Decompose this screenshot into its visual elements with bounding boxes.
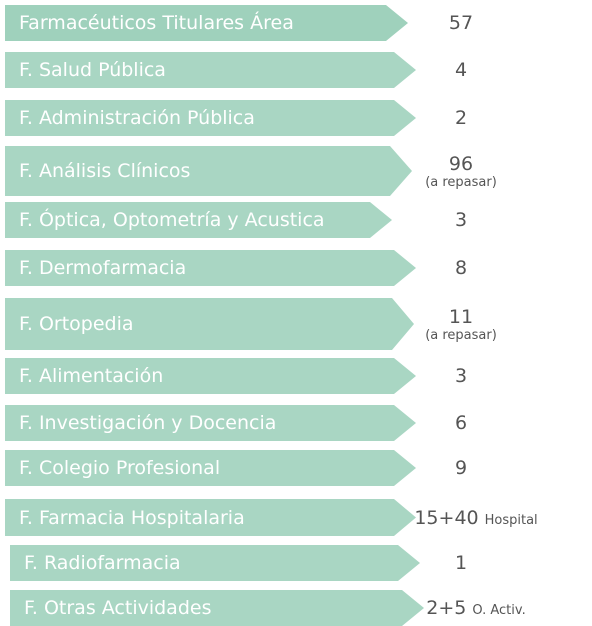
item-note: (a repasar) xyxy=(425,174,497,190)
item-value-box: 1 xyxy=(405,545,517,581)
item-value-row: 15+40 Hospital xyxy=(414,507,537,529)
item-label: F. Dermofarmacia xyxy=(5,250,416,286)
item-label: F. Radiofarmacia xyxy=(10,545,420,581)
item-value-row: 9 xyxy=(455,457,467,479)
item-value-box: 3 xyxy=(405,202,517,238)
item-label: Farmacéuticos Titulares Área xyxy=(5,5,408,41)
item-value: 15+40 xyxy=(414,506,479,529)
item-note: Hospital xyxy=(484,512,538,528)
item-value: 4 xyxy=(454,59,468,81)
item-value-box: 9 xyxy=(405,450,517,486)
item-label: F. Investigación y Docencia xyxy=(5,405,416,441)
item-value: 6 xyxy=(454,412,468,434)
item-label: F. Colegio Profesional xyxy=(5,450,416,486)
item-label: F. Óptica, Optometría y Acustica xyxy=(5,202,392,238)
item-value-box: 3 xyxy=(405,358,517,394)
item-value: 3 xyxy=(454,365,468,387)
item-value: 96 xyxy=(448,152,474,175)
item-value: 1 xyxy=(454,552,468,574)
item-value-row: 4 xyxy=(455,59,467,81)
item-value: 57 xyxy=(448,12,474,34)
item-label: F. Otras Actividades xyxy=(10,590,424,626)
item-label: F. Farmacia Hospitalaria xyxy=(5,499,416,536)
item-value-box: 57 xyxy=(405,5,517,41)
item-value-row: 6 xyxy=(455,412,467,434)
item-label: F. Ortopedia xyxy=(5,298,414,350)
item-value: 3 xyxy=(454,209,468,231)
item-value-box: 4 xyxy=(405,52,517,88)
item-value-box: 11 (a repasar) xyxy=(405,298,517,350)
item-note: O. Activ. xyxy=(472,603,526,618)
item-label: F. Administración Pública xyxy=(5,100,416,136)
item-value-row: 8 xyxy=(455,257,467,279)
item-value-box: 2+5 O. Activ. xyxy=(420,590,532,626)
item-value-row: 1 xyxy=(455,552,467,574)
item-value-box: 6 xyxy=(405,405,517,441)
item-value-row: 96 xyxy=(449,153,473,175)
item-value: 2 xyxy=(454,107,468,129)
item-value-row: 3 xyxy=(455,365,467,387)
item-label: F. Alimentación xyxy=(5,358,416,394)
item-value: 2+5 xyxy=(426,597,467,619)
item-value-box: 15+40 Hospital xyxy=(414,499,537,536)
item-value-row: 11 xyxy=(449,306,473,328)
item-value-row: 2 xyxy=(455,107,467,129)
item-value-box: 2 xyxy=(405,100,517,136)
item-value-box: 96 (a repasar) xyxy=(405,146,517,196)
item-note: (a repasar) xyxy=(425,327,497,343)
item-value: 11 xyxy=(448,305,474,328)
item-value: 9 xyxy=(454,457,468,479)
item-value-row: 57 xyxy=(449,12,473,34)
item-value-row: 2+5 O. Activ. xyxy=(426,597,525,619)
item-value: 8 xyxy=(454,257,468,279)
item-label: F. Salud Pública xyxy=(5,52,416,88)
item-value-row: 3 xyxy=(455,209,467,231)
item-label: F. Análisis Clínicos xyxy=(5,146,412,196)
item-value-box: 8 xyxy=(405,250,517,286)
